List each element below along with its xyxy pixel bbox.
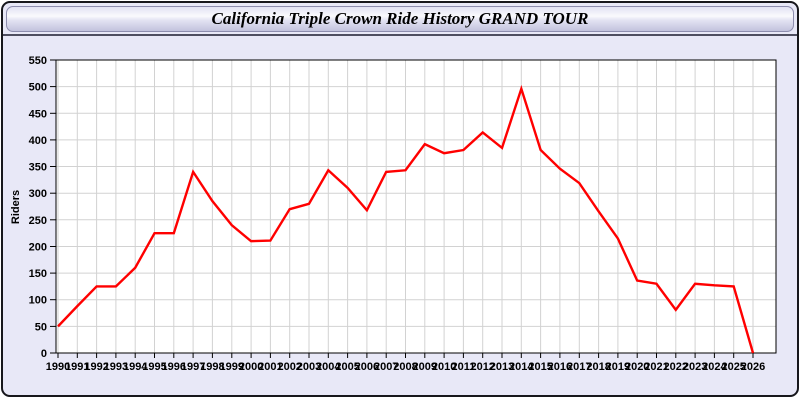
svg-text:200: 200 xyxy=(29,242,47,254)
svg-text:1999: 1999 xyxy=(220,361,244,373)
svg-text:2019: 2019 xyxy=(606,361,630,373)
svg-text:50: 50 xyxy=(35,321,47,333)
svg-text:2010: 2010 xyxy=(432,361,456,373)
svg-text:2016: 2016 xyxy=(548,361,572,373)
svg-text:1994: 1994 xyxy=(123,361,148,373)
svg-text:2013: 2013 xyxy=(490,361,514,373)
svg-text:2002: 2002 xyxy=(277,361,301,373)
svg-text:2007: 2007 xyxy=(374,361,398,373)
svg-text:100: 100 xyxy=(29,295,47,307)
window-title: California Triple Crown Ride History GRA… xyxy=(211,9,589,28)
svg-text:1992: 1992 xyxy=(84,361,108,373)
svg-text:2008: 2008 xyxy=(393,361,417,373)
svg-text:2026: 2026 xyxy=(741,361,765,373)
svg-text:1991: 1991 xyxy=(65,361,89,373)
svg-text:2015: 2015 xyxy=(528,361,552,373)
svg-text:500: 500 xyxy=(29,82,47,94)
svg-text:1996: 1996 xyxy=(162,361,186,373)
svg-text:2003: 2003 xyxy=(297,361,321,373)
ride-history-chart: 0501001502002503003504004505005501990199… xyxy=(10,55,777,373)
svg-text:1998: 1998 xyxy=(200,361,224,373)
svg-text:2025: 2025 xyxy=(721,361,745,373)
svg-text:1990: 1990 xyxy=(46,361,70,373)
svg-text:2020: 2020 xyxy=(625,361,649,373)
plot-border xyxy=(55,59,777,354)
axis-ticks xyxy=(50,59,754,358)
svg-text:1995: 1995 xyxy=(142,361,166,373)
series-line-riders xyxy=(57,84,755,354)
title-bar: California Triple Crown Ride History GRA… xyxy=(6,6,794,32)
svg-text:2004: 2004 xyxy=(316,361,341,373)
svg-text:2009: 2009 xyxy=(413,361,437,373)
svg-text:2011: 2011 xyxy=(451,361,475,373)
svg-text:0: 0 xyxy=(41,348,47,360)
svg-text:2000: 2000 xyxy=(239,361,263,373)
window-header: California Triple Crown Ride History GRA… xyxy=(3,3,797,36)
svg-text:2014: 2014 xyxy=(509,361,534,373)
svg-text:300: 300 xyxy=(29,188,47,200)
gridlines xyxy=(56,60,776,353)
svg-text:2005: 2005 xyxy=(335,361,359,373)
svg-text:2018: 2018 xyxy=(586,361,610,373)
svg-text:2022: 2022 xyxy=(664,361,688,373)
svg-text:2006: 2006 xyxy=(355,361,379,373)
svg-text:350: 350 xyxy=(29,162,47,174)
svg-text:2012: 2012 xyxy=(470,361,494,373)
svg-text:550: 550 xyxy=(29,55,47,67)
svg-text:2024: 2024 xyxy=(702,361,727,373)
svg-text:2021: 2021 xyxy=(644,361,668,373)
svg-text:150: 150 xyxy=(29,268,47,280)
svg-text:1993: 1993 xyxy=(104,361,128,373)
svg-text:2001: 2001 xyxy=(258,361,282,373)
y-tick-labels: 0 50 100 150 200 250 300 350 400 450 500 550 xyxy=(29,55,47,360)
plot-area xyxy=(56,60,776,353)
svg-text:2023: 2023 xyxy=(683,361,707,373)
y-axis-label: Riders xyxy=(10,190,22,224)
x-tick-labels: 1990199119921993199419951996199719981999… xyxy=(46,361,765,373)
svg-text:1997: 1997 xyxy=(181,361,205,373)
svg-text:250: 250 xyxy=(29,215,47,227)
svg-text:450: 450 xyxy=(29,108,47,120)
svg-text:2017: 2017 xyxy=(567,361,591,373)
svg-text:400: 400 xyxy=(29,135,47,147)
